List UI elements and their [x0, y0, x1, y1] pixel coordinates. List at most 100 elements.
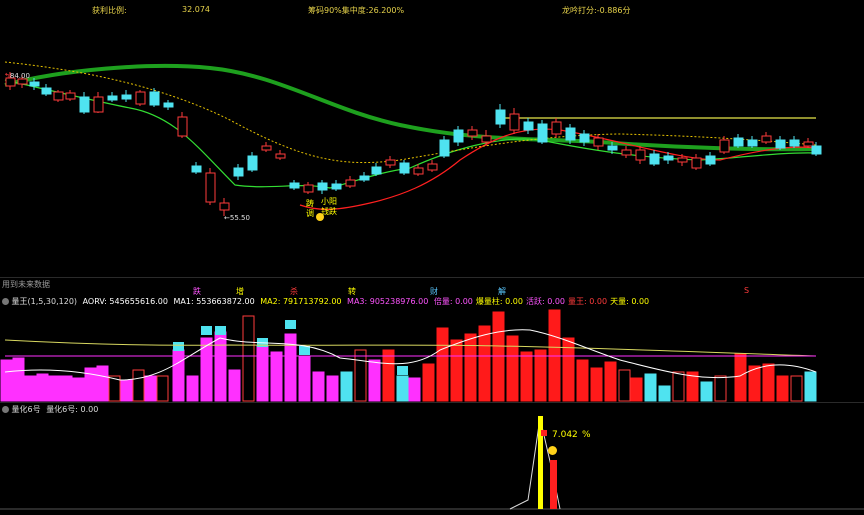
dragon-score: 龙吟打分:-0.886分: [562, 6, 631, 15]
volume-bar: [214, 331, 227, 402]
volume-bar: [368, 359, 381, 402]
candle-body: [371, 166, 382, 175]
ma-thick-line: [4, 64, 817, 152]
volume-bar: [630, 377, 643, 402]
volume-bar: [534, 349, 547, 402]
volume-bar: [156, 375, 169, 402]
low-price-marker: ←55.50: [224, 214, 250, 222]
signal-label: 财: [430, 287, 438, 296]
signal-label: 跌: [193, 287, 201, 296]
volume-bar: [120, 379, 133, 402]
volume-bar: [228, 369, 241, 402]
volume-bar: [48, 375, 61, 402]
candle-body: [811, 145, 822, 155]
signal-label: 增: [236, 287, 244, 296]
volume-bar: [604, 361, 617, 402]
volume-bar: [672, 371, 685, 402]
candle-body: [261, 145, 272, 151]
volume-bar: [422, 363, 435, 402]
candle-body: [247, 155, 258, 171]
volume-bar: [562, 337, 575, 402]
volume-bar: [396, 375, 409, 402]
candle-body: [121, 94, 132, 100]
candle-body: [149, 91, 160, 106]
candle-body: [317, 182, 328, 191]
volume-bar: [84, 367, 97, 402]
candle-body: [761, 135, 772, 143]
ma-red-line: [299, 128, 817, 210]
profit-ratio-label: 获利比例:: [92, 6, 127, 15]
candle-body: [219, 202, 230, 211]
volume-bar: [326, 375, 339, 402]
volume-bar-top: [299, 346, 310, 355]
volume-bar: [790, 375, 803, 402]
volume-bar: [186, 375, 199, 402]
volume-bar: [748, 365, 761, 402]
annotation-chou: 踌: [306, 199, 314, 208]
candle-body: [17, 78, 28, 85]
candle-body: [93, 96, 104, 113]
volume-bar: [60, 375, 73, 402]
volume-indicator-item: 天量: 0.00: [610, 297, 650, 306]
annotation-qiandie: 钱跌: [321, 207, 337, 216]
candle-body: [345, 179, 356, 187]
volume-bar: [36, 373, 49, 402]
signal-label: 转: [348, 287, 356, 296]
candle-body: [747, 139, 758, 147]
candle-body: [719, 139, 730, 153]
candle-body: [439, 139, 450, 157]
volume-bar: [734, 353, 747, 402]
volume-title: 量王(1,5,30,120): [11, 297, 78, 306]
candle-body: [467, 129, 478, 137]
candle-body: [733, 137, 744, 147]
quant-panel-header: 量化6号 量化6号: 0.00: [2, 404, 98, 415]
volume-bar: [242, 315, 255, 402]
smiley-icon: [548, 446, 557, 455]
volume-panel-header: 量王(1,5,30,120) AORV: 545655616.00 MA1: 5…: [2, 296, 649, 307]
quant-percent: %: [582, 430, 591, 440]
volume-bar-top: [201, 326, 212, 335]
candle-body: [789, 139, 800, 147]
candle-body: [523, 121, 534, 131]
volume-bar: [506, 335, 519, 402]
volume-bar: [618, 369, 631, 402]
volume-bar: [478, 325, 491, 402]
arrow-icon: ↰: [4, 72, 10, 80]
collapse-icon[interactable]: [2, 406, 9, 413]
candle-body: [289, 182, 300, 189]
high-price-marker: ↰84.00: [4, 72, 30, 80]
volume-bar: [762, 363, 775, 402]
volume-bar: [12, 357, 25, 402]
ma2-value: MA2: 791713792.00: [260, 297, 342, 306]
signal-label: S: [744, 286, 750, 295]
volume-bar: [686, 371, 699, 402]
volume-bar: [590, 367, 603, 402]
volume-bar: [108, 375, 121, 402]
panel-divider: [0, 402, 864, 403]
volume-bar: [436, 327, 449, 402]
quant-value: 量化6号: 0.00: [46, 405, 99, 414]
candle-body: [663, 155, 674, 161]
volume-indicator-item: 爆量柱: 0.00: [475, 297, 523, 306]
candle-body: [233, 167, 244, 177]
volume-bar: [24, 375, 37, 402]
volume-bar: [354, 349, 367, 402]
candle-body: [191, 165, 202, 173]
quant-yellow-bar: [538, 416, 543, 509]
candle-body: [135, 91, 146, 105]
candle-body: [607, 145, 618, 151]
candle-body: [579, 133, 590, 143]
annotation-xiaoyang: 小阳: [321, 197, 337, 206]
candle-body: [275, 153, 286, 159]
volume-bar: [700, 381, 713, 402]
candle-body: [621, 149, 632, 156]
collapse-icon[interactable]: [2, 298, 9, 305]
candle-body: [29, 81, 40, 87]
candle-body: [775, 139, 786, 149]
signal-label: 杀: [290, 287, 298, 296]
volume-bar: [520, 351, 533, 402]
volume-bar: [312, 371, 325, 402]
future-data-note: 用到未来数据: [2, 280, 50, 289]
candle-body: [385, 159, 396, 166]
